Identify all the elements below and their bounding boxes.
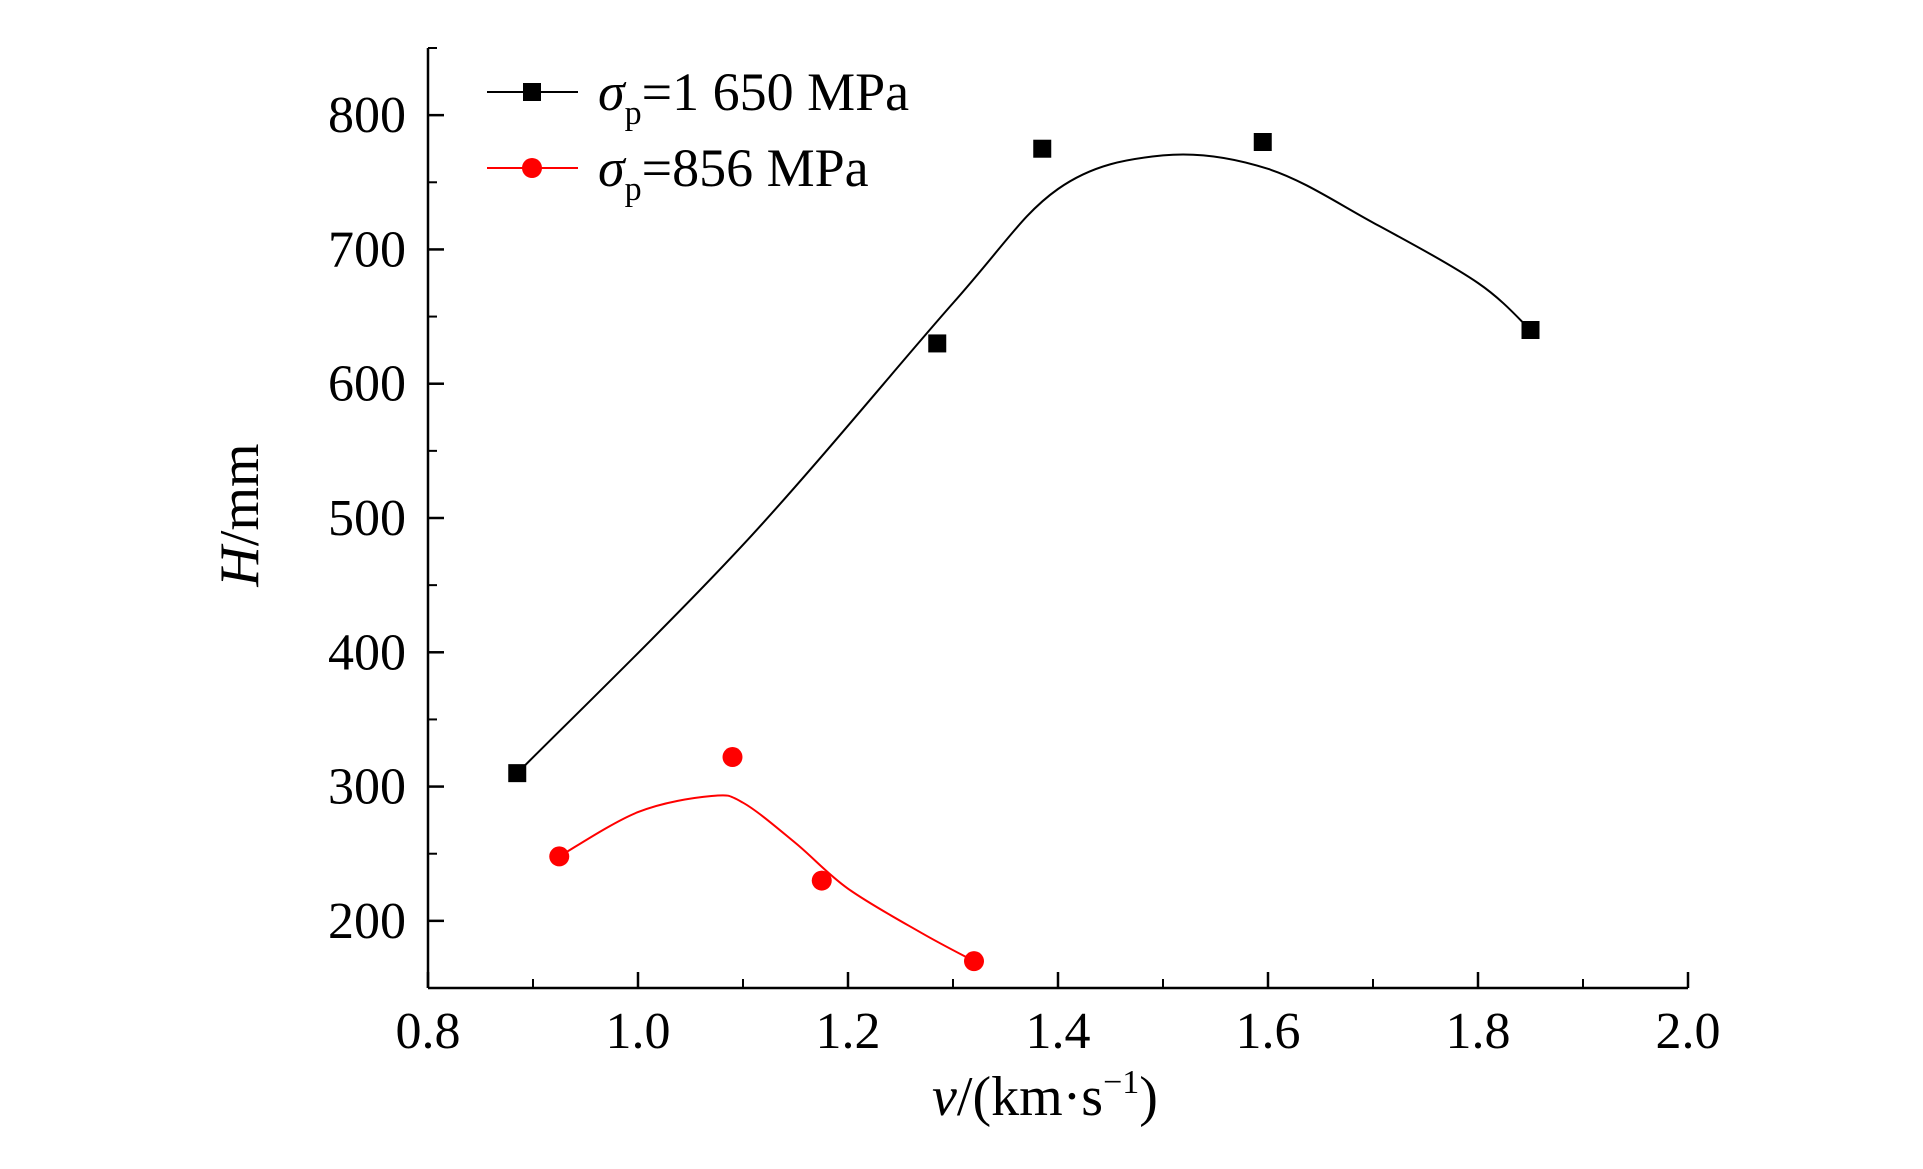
legend-item-series-1: σp=856 MPa	[487, 138, 869, 208]
y-tick-label: 700	[328, 221, 406, 278]
legend-label-series-0-sub: p	[625, 95, 642, 132]
data-point-square	[1253, 133, 1272, 151]
data-point-circle	[549, 846, 570, 867]
x-tick-label: 0.8	[396, 1003, 461, 1060]
y-axis-label-unit: /mm	[209, 443, 271, 546]
data-point-circle	[722, 747, 743, 768]
y-axis-label: H/mm	[209, 443, 271, 587]
x-tick-label: 1.2	[816, 1003, 881, 1060]
legend-label-series-0-sym: σ	[598, 62, 627, 122]
legend-item-series-0: σp=1 650 MPa	[487, 62, 909, 132]
legend-label-series-0: σp=1 650 MPa	[598, 62, 909, 132]
y-axis-label-var: H	[209, 544, 271, 588]
x-tick-label: 1.6	[1236, 1003, 1301, 1060]
x-axis-label-unit: /(km·s	[957, 1066, 1103, 1128]
y-tick-label: 300	[328, 759, 406, 816]
y-tick-label: 400	[328, 624, 406, 681]
legend: σp=1 650 MPa σp=856 MPa	[487, 62, 909, 208]
legend-label-series-1-sub: p	[625, 171, 642, 208]
data-point-square	[508, 764, 527, 783]
data-point-circle	[964, 951, 984, 972]
axes: 200 300 400 500 600 700 800 0.8 1.0 1.2 1.4 1.6 1.8 2…	[328, 47, 1721, 1060]
legend-marker-square	[523, 83, 541, 101]
x-axis-label-close: )	[1139, 1066, 1158, 1128]
fit-curve-series-1	[558, 794, 975, 963]
data-point-square	[1033, 139, 1052, 158]
x-axis-label: v/(km·s−1)	[932, 1064, 1158, 1128]
fit-curves	[516, 153, 1532, 963]
x-axis-label-sup: −1	[1103, 1064, 1139, 1101]
x-tick-label: 1.4	[1026, 1003, 1091, 1060]
data-point-circle	[811, 870, 832, 891]
fit-curve-series-0	[516, 153, 1532, 774]
y-tick-label: 500	[328, 490, 406, 547]
legend-label-series-1: σp=856 MPa	[598, 138, 869, 208]
data-point-square	[928, 334, 947, 353]
x-tick-label: 2.0	[1656, 1003, 1721, 1060]
data-point-square	[1521, 321, 1540, 339]
x-tick-label: 1.8	[1446, 1003, 1511, 1060]
x-axis-label-var: v	[932, 1066, 957, 1128]
legend-label-series-1-sym: σ	[598, 138, 627, 198]
legend-marker-circle	[522, 158, 542, 178]
legend-label-series-1-rest: =856 MPa	[642, 138, 869, 198]
data-points	[508, 133, 1540, 972]
y-tick-label: 200	[328, 893, 406, 950]
y-tick-label: 800	[328, 87, 406, 144]
y-tick-label: 600	[328, 356, 406, 413]
x-tick-label: 1.0	[606, 1003, 671, 1060]
legend-label-series-0-rest: =1 650 MPa	[642, 62, 910, 122]
